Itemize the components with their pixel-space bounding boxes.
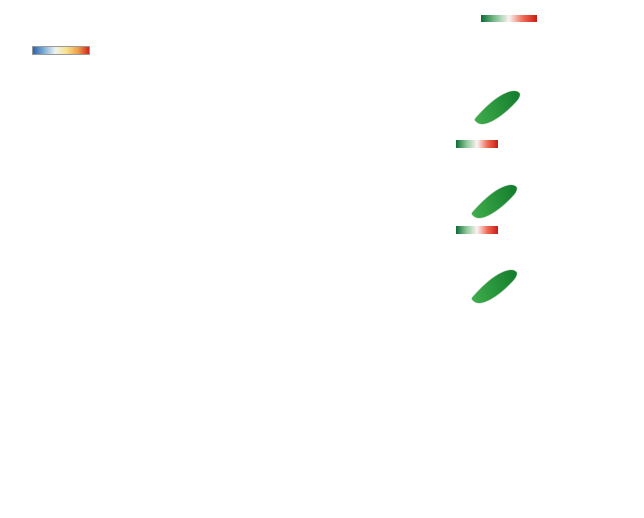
flavonoid-leaf-icon [474,82,522,133]
caffeine-leaf-icon [471,261,519,312]
content-colorbar-gradient [32,46,90,55]
caffeine-scale-gradient [456,226,498,234]
fpkm-colorbar-gradient [481,15,537,22]
theanine-scale-gradient [456,140,498,148]
theanine-leaf-icon [471,176,519,227]
